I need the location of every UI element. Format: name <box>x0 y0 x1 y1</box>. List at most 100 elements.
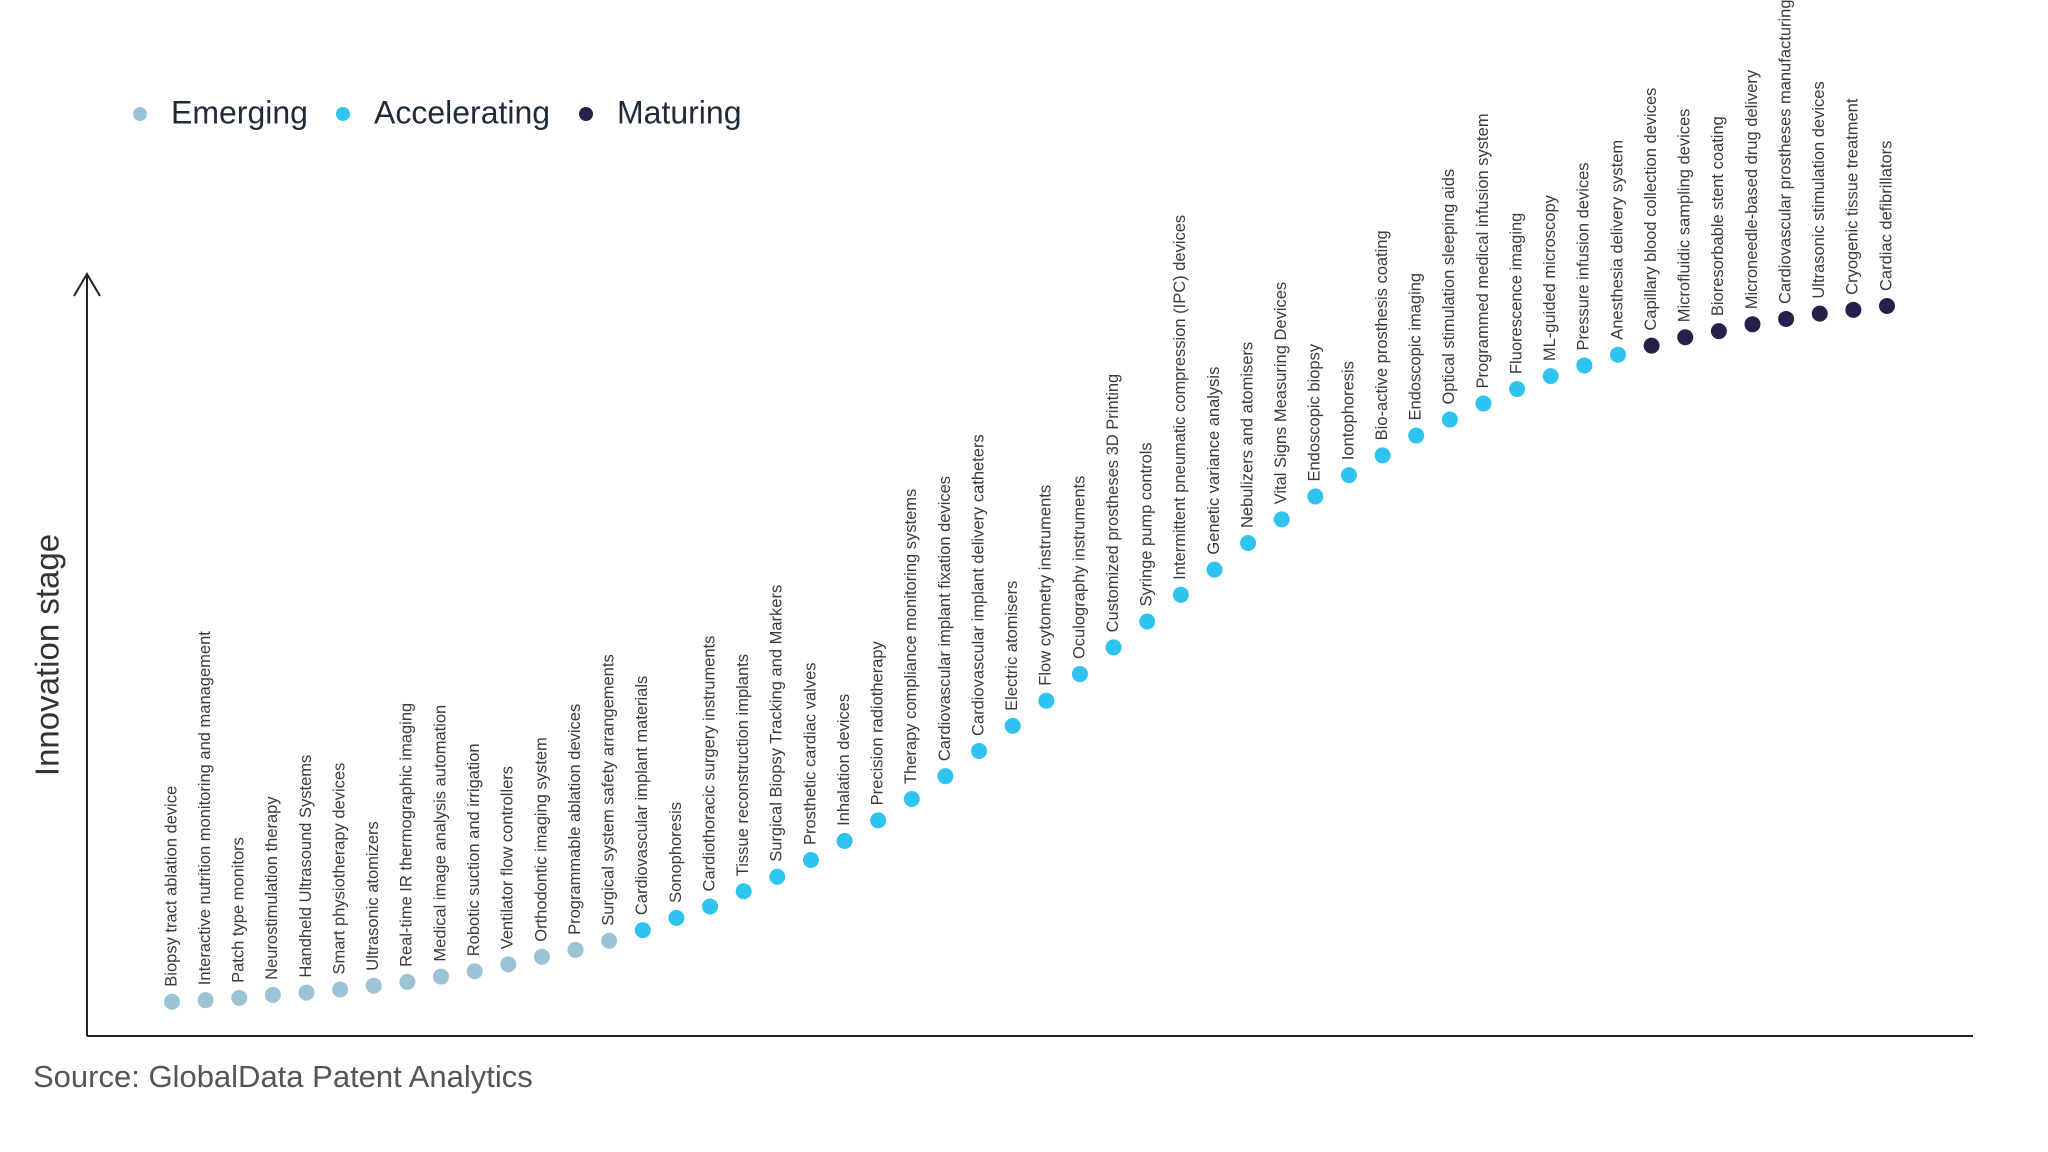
category-label: Intermittent pneumatic compression (IPC)… <box>1171 215 1189 580</box>
category-label: Anesthesia delivery system <box>1608 140 1626 340</box>
dot <box>365 977 382 994</box>
dot <box>1643 337 1660 354</box>
dot <box>1038 692 1055 709</box>
category-label: Genetic variance analysis <box>1205 367 1223 555</box>
category-label: Inhalation devices <box>835 694 853 826</box>
dot <box>668 909 685 926</box>
dot <box>231 989 248 1006</box>
category-label: Neurostimulation therapy <box>263 796 281 980</box>
category-label: Fluorescence imaging <box>1507 213 1525 374</box>
category-label: Sonophoresis <box>667 802 685 903</box>
category-label: Vital Signs Measuring Devices <box>1272 282 1290 505</box>
category-label: Nebulizers and atomisers <box>1238 342 1256 528</box>
category-label: Cardiovascular implant materials <box>633 676 651 915</box>
dot <box>164 993 180 1010</box>
dot <box>1206 561 1223 578</box>
category-label: Cryogenic tissue treatment <box>1844 98 1862 295</box>
category-label: Medical image analysis automation <box>431 705 449 962</box>
category-label: Optical stimulation sleeping aids <box>1440 169 1458 405</box>
category-label: Endoscopic biopsy <box>1306 343 1324 481</box>
category-label: Cardiovascular prostheses manufacturing <box>1776 0 1794 304</box>
category-label: Handheld Ultrasound Systems <box>297 755 315 978</box>
dot <box>1307 488 1324 505</box>
dot <box>1677 329 1694 346</box>
dot <box>1105 639 1122 656</box>
dot <box>1240 534 1257 551</box>
category-label: Cardiac defibrillators <box>1877 141 1895 291</box>
dot <box>634 922 651 939</box>
category-label: Ultrasonic atomizers <box>364 821 382 970</box>
dot <box>1778 310 1795 327</box>
category-label: Ventilator flow controllers <box>499 766 517 949</box>
category-label: Syringe pump controls <box>1138 442 1156 606</box>
dot <box>836 832 853 849</box>
dot <box>433 968 450 985</box>
dot <box>1441 411 1458 428</box>
category-label: Ultrasonic stimulation devices <box>1810 81 1828 298</box>
dot <box>1408 427 1425 444</box>
dot <box>601 932 618 949</box>
category-label: Microneedle-based drug delivery <box>1743 69 1761 309</box>
dot <box>500 956 517 973</box>
dot <box>1710 323 1727 340</box>
category-label: Cardiovascular implant delivery catheter… <box>969 434 987 736</box>
category-label: Interactive nutrition monitoring and man… <box>196 631 214 985</box>
dot <box>1744 316 1761 333</box>
dot <box>903 791 920 808</box>
dot <box>399 973 416 990</box>
dot <box>1374 447 1391 464</box>
legend-label: Maturing <box>617 94 742 130</box>
dot <box>971 743 988 760</box>
dot <box>735 883 752 900</box>
dot <box>1509 381 1526 398</box>
legend-label: Emerging <box>171 94 308 130</box>
dot <box>264 986 281 1003</box>
dot <box>1609 346 1626 363</box>
y-axis-title: Innovation stage <box>29 534 66 776</box>
category-label: Cardiovascular implant fixation devices <box>936 476 954 761</box>
category-label: Tissue reconstruction implants <box>734 654 752 876</box>
category-label: Customized prostheses 3D Printing <box>1104 374 1122 633</box>
dot <box>567 941 584 958</box>
legend-label: Accelerating <box>374 94 550 130</box>
dot <box>1340 467 1357 484</box>
category-label: Endoscopic imaging <box>1407 273 1425 421</box>
category-label: Flow cytometry instruments <box>1037 485 1055 686</box>
category-label: Orthodontic imaging system <box>532 737 550 942</box>
dot <box>466 963 483 980</box>
category-label: Surgical system safety arrangements <box>600 654 618 925</box>
dot <box>1071 666 1088 683</box>
category-label: Microfluidic sampling devices <box>1676 109 1694 323</box>
dot <box>802 851 819 868</box>
category-label: Iontophoresis <box>1339 361 1357 460</box>
dot <box>533 948 550 965</box>
dot <box>332 981 349 998</box>
category-label: Pressure infusion devices <box>1575 162 1593 350</box>
category-label: ML-guided microscopy <box>1541 194 1559 361</box>
dot <box>769 868 786 885</box>
legend-marker <box>579 107 593 121</box>
category-label: Surgical Biopsy Tracking and Markers <box>768 585 786 862</box>
dot <box>1172 586 1189 603</box>
dot <box>702 898 719 915</box>
category-label: Prosthetic cardiac valves <box>801 662 819 845</box>
category-label: Robotic suction and irrigation <box>465 743 483 956</box>
dot <box>1576 357 1593 374</box>
dot <box>1879 298 1895 315</box>
category-label: Real-time IR thermographic imaging <box>398 703 416 967</box>
legend-marker <box>336 107 350 121</box>
dot <box>1542 368 1559 385</box>
category-label: Biopsy tract ablation device <box>162 786 180 987</box>
dot <box>1139 613 1156 630</box>
y-axis-arrow <box>73 272 101 297</box>
dot <box>197 992 214 1009</box>
dot <box>937 768 954 785</box>
dot <box>1004 717 1021 734</box>
category-label: Oculography instruments <box>1070 476 1088 659</box>
category-label: Therapy compliance monitoring systems <box>902 489 920 784</box>
category-label: Programmed medical infusion system <box>1474 113 1492 388</box>
category-label: Bioresorbable stent coating <box>1709 116 1727 316</box>
category-label: Patch type monitors <box>230 837 248 983</box>
category-label: Smart physiotherapy devices <box>330 763 348 975</box>
